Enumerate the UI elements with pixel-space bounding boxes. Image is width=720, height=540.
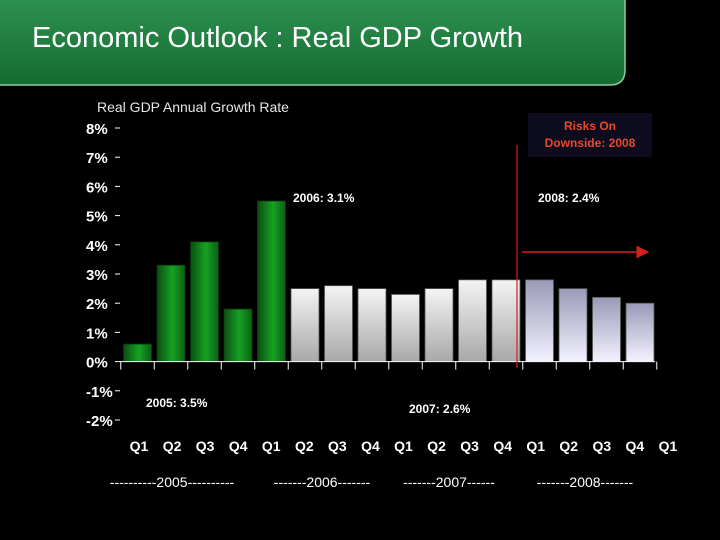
bar — [625, 302, 655, 363]
annotation-2008: 2008: 2.4% — [538, 191, 600, 205]
bar — [525, 279, 554, 362]
risk-label-line2: Downside: 2008 — [544, 136, 636, 150]
y-tick-label: -2% — [86, 413, 113, 430]
bar — [491, 279, 521, 362]
x-tick-label: Q1 — [262, 438, 281, 454]
bar — [558, 288, 588, 363]
x-tick-label: Q2 — [559, 438, 578, 454]
y-tick-label: 7% — [86, 150, 108, 167]
bar — [156, 264, 186, 362]
year-range-label: ----------2005---------- — [110, 474, 235, 490]
bar — [123, 343, 152, 362]
bar — [223, 308, 253, 363]
annotation-2006: 2006: 3.1% — [293, 191, 355, 205]
y-tick-label: 5% — [86, 209, 108, 226]
y-axis: 8% 7% 6% 5% 4% 3% 2% 1% 0% -1% -2% — [86, 121, 120, 430]
bar — [190, 241, 219, 363]
bar — [257, 200, 286, 363]
x-tick-label: Q3 — [196, 438, 215, 454]
x-axis: Q1 Q2 Q3 Q4 Q1 Q2 Q3 Q4 Q1 Q2 Q3 Q4 Q1 Q2 Q3 Q4 Q1 ------… — [110, 361, 678, 490]
risk-box — [528, 113, 652, 157]
y-tick-label: 2% — [86, 296, 108, 313]
risk-label: Risks On Downside: 2008 — [528, 118, 652, 152]
bar — [357, 288, 387, 363]
y-tick-label: 4% — [86, 238, 108, 255]
bar — [324, 285, 353, 362]
x-tick-label: Q4 — [493, 438, 512, 454]
year-range-label: -------2006------- — [274, 474, 371, 490]
risk-label-line1: Risks On — [563, 119, 617, 133]
x-tick-label: Q1 — [659, 438, 678, 454]
x-tick-label: Q2 — [163, 438, 182, 454]
bar — [391, 294, 420, 363]
bar — [424, 288, 454, 363]
x-tick-label: Q3 — [592, 438, 611, 454]
slide-title: Economic Outlook : Real GDP Growth — [32, 22, 524, 54]
bar — [458, 279, 487, 362]
x-tick-label: Q1 — [394, 438, 413, 454]
annotation-2005: 2005: 3.5% — [146, 396, 208, 410]
y-tick-label: 8% — [86, 121, 108, 138]
y-tick-label: 6% — [86, 179, 108, 196]
y-tick-label: 0% — [86, 355, 108, 372]
x-tick-label: Q2 — [295, 438, 314, 454]
bars-group — [123, 200, 655, 363]
header-banner — [0, 0, 626, 86]
x-tick-label: Q1 — [526, 438, 545, 454]
x-tick-label: Q4 — [229, 438, 248, 454]
x-tick-label: Q4 — [361, 438, 380, 454]
y-tick-label: -1% — [86, 384, 113, 401]
year-range-label: -------2008------- — [537, 474, 634, 490]
x-tick-label: Q1 — [130, 438, 149, 454]
year-range-label: -------2007------ — [403, 474, 495, 490]
bar — [592, 296, 621, 362]
y-tick-label: 3% — [86, 267, 108, 284]
x-tick-label: Q4 — [626, 438, 645, 454]
x-tick-label: Q3 — [328, 438, 347, 454]
x-tick-label: Q2 — [427, 438, 446, 454]
y-tick-label: 1% — [86, 325, 108, 342]
bar — [290, 288, 320, 363]
annotation-2007: 2007: 2.6% — [409, 402, 471, 416]
chart-title: Real GDP Annual Growth Rate — [97, 99, 289, 115]
x-tick-label: Q3 — [460, 438, 479, 454]
